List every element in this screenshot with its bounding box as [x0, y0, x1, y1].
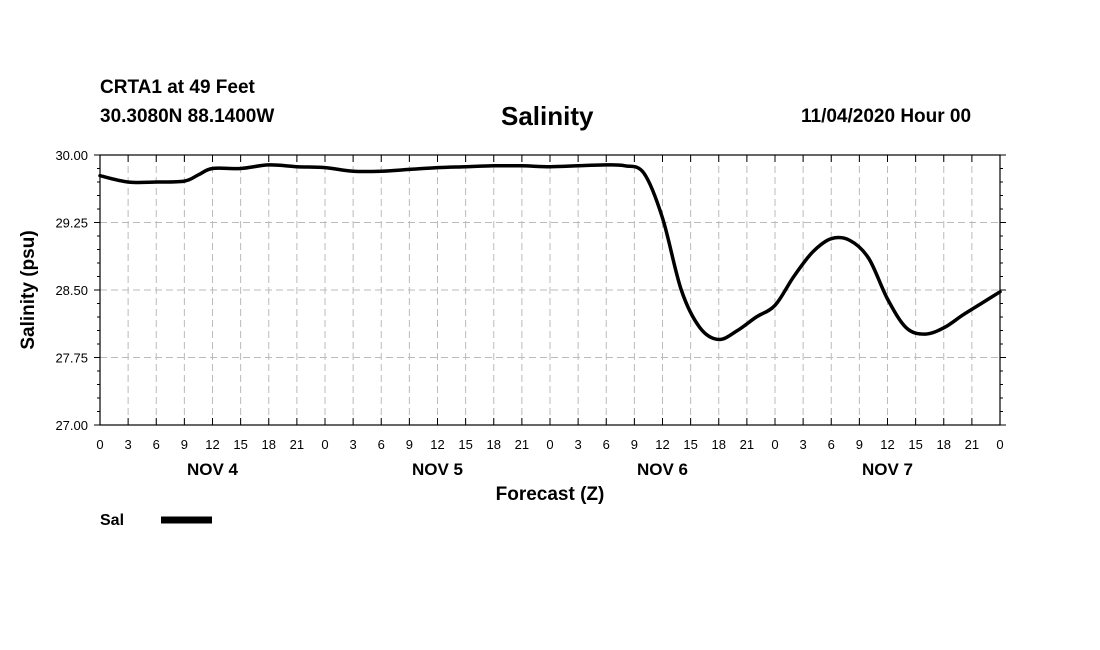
station-label: CRTA1 at 49 Feet [100, 77, 255, 98]
grid-lines [100, 155, 1000, 425]
x-tick-label: 12 [880, 437, 894, 452]
x-tick-label: 21 [290, 437, 304, 452]
x-tick-label: 9 [181, 437, 188, 452]
x-tick-label: 3 [125, 437, 132, 452]
x-tick-label: 0 [96, 437, 103, 452]
x-tick-label: 15 [458, 437, 472, 452]
x-tick-label: 18 [712, 437, 726, 452]
x-tick-label: 6 [828, 437, 835, 452]
x-tick-label: 9 [631, 437, 638, 452]
legend-label: Sal [100, 512, 124, 529]
x-tick-label: 15 [908, 437, 922, 452]
x-tick-label: 21 [965, 437, 979, 452]
day-label: NOV 7 [862, 460, 913, 479]
x-tick-label: 0 [546, 437, 553, 452]
day-labels: NOV 4 NOV 5 NOV 6 NOV 7 [187, 460, 913, 479]
x-tick-label: 15 [233, 437, 247, 452]
x-tick-label: 21 [740, 437, 754, 452]
day-label: NOV 6 [637, 460, 688, 479]
x-tick-label: 12 [430, 437, 444, 452]
day-label: NOV 4 [187, 460, 239, 479]
x-tick-label: 12 [205, 437, 219, 452]
x-tick-label: 12 [655, 437, 669, 452]
x-tick-label: 9 [406, 437, 413, 452]
x-tick-label: 6 [378, 437, 385, 452]
x-tick-label: 9 [856, 437, 863, 452]
y-tick-label: 28.50 [55, 283, 88, 298]
x-tick-label: 18 [487, 437, 501, 452]
x-axis-title: Forecast (Z) [496, 484, 605, 505]
x-tick-label: 6 [603, 437, 610, 452]
y-tick-label: 27.75 [55, 351, 88, 366]
y-tick-label: 29.25 [55, 216, 88, 231]
x-tick-label: 6 [153, 437, 160, 452]
x-tick-label: 21 [515, 437, 529, 452]
x-tick-label: 3 [800, 437, 807, 452]
x-tick-label: 3 [350, 437, 357, 452]
y-tick-labels: 27.00 27.75 28.50 29.25 30.00 [55, 148, 88, 433]
chart-title: Salinity [501, 101, 594, 131]
x-tick-label: 3 [575, 437, 582, 452]
y-axis-title: Salinity (psu) [18, 230, 39, 349]
x-tick-label: 0 [321, 437, 328, 452]
x-tick-label: 0 [771, 437, 778, 452]
day-label: NOV 5 [412, 460, 463, 479]
x-tick-label: 18 [937, 437, 951, 452]
coordinates-label: 30.3080N 88.1400W [100, 106, 275, 127]
issue-time-label: 11/04/2020 Hour 00 [801, 106, 972, 127]
x-tick-label: 15 [683, 437, 697, 452]
x-tick-label: 0 [996, 437, 1003, 452]
y-tick-label: 27.00 [55, 418, 88, 433]
x-tick-label: 18 [262, 437, 276, 452]
series-line-sal [98, 163, 1002, 342]
plot-frame [99, 154, 1001, 426]
y-tick-label: 30.00 [55, 148, 88, 163]
x-tick-labels: 0 3 6 9 12 15 18 21 0 3 6 9 12 15 18 21 0 3 6 9 12 15 18 21 0 3 6 9… [96, 437, 1003, 452]
